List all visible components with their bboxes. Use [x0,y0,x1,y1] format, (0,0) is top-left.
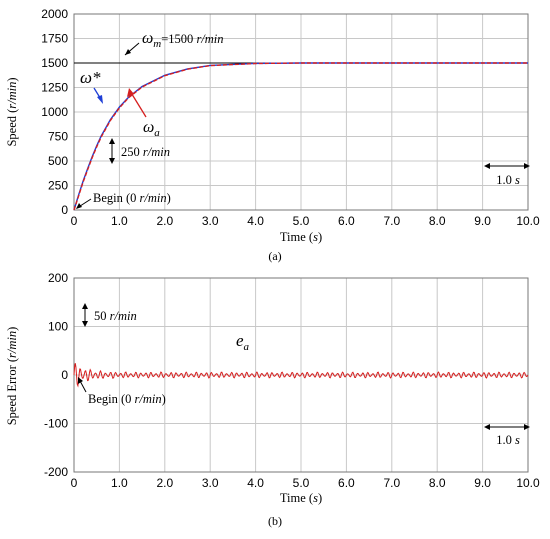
x-tick-label: 0 [71,476,78,490]
x-tick-label: 5.0 [293,476,310,490]
x-tick-label: 5.0 [293,214,310,228]
y-tick-label: 750 [48,130,68,144]
y-tick-label: 0 [61,203,68,217]
y-tick-label: 1250 [41,81,68,95]
x-tick-label: 0 [71,214,78,228]
x-tick-label: 6.0 [338,214,355,228]
y-tick-label: 1750 [41,32,68,46]
y-axis-label-b: Speed Error (r/min) [5,327,19,426]
x-tick-label: 10.0 [516,214,540,228]
speed-scale-label-a: 250 r/min [121,145,170,159]
x-tick-label: 6.0 [338,476,355,490]
y-axis-label-a: Speed (r/min) [5,77,19,146]
y-tick-labels-b: -200 -100 0 100 200 [44,271,68,479]
e-a-label: ea [236,331,250,353]
y-tick-label: 2000 [41,7,68,21]
x-tick-label: 9.0 [474,476,491,490]
chart-b: -200 -100 0 100 200 0 1.0 2.0 3.0 4.0 5.0 6.0 7.0 8.… [5,271,540,528]
x-tick-label: 3.0 [202,476,219,490]
time-scale-arrow-left-a [484,163,490,169]
x-tick-labels-b: 0 1.0 2.0 3.0 4.0 5.0 6.0 7.0 8.0 9.0 10.0 [71,476,540,490]
x-tick-label: 4.0 [247,214,264,228]
omega-m-label: ωm=1500 r/min [142,30,224,50]
omega-star-arrowhead [97,95,103,104]
begin-arrowhead-a [76,203,82,209]
omega-a-pointer [129,90,147,118]
y-tick-label: 200 [48,271,68,285]
omega-m-arrowhead [125,49,131,55]
x-axis-label-a: Time (s) [280,230,322,244]
speed-scale-arrow-down-b [82,321,88,327]
x-tick-label: 4.0 [247,476,264,490]
panel-label-b: (b) [268,514,282,528]
speed-scale-label-b: 50 r/min [94,309,137,323]
panel-label-a: (a) [268,249,281,263]
x-tick-label: 9.0 [474,214,491,228]
time-scale-arrow-right-b [524,424,530,430]
time-scale-arrow-left-b [484,424,490,430]
grid-a [73,13,529,211]
x-tick-label: 2.0 [156,214,173,228]
y-tick-label: -100 [44,417,68,431]
plot-frame-a [73,13,529,211]
time-scale-label-a: 1.0 s [496,173,520,187]
chart-a: 0 250 500 750 1000 1250 1500 1750 2000 0 1.0 2.0 3.… [5,7,540,263]
time-scale-label-b: 1.0 s [496,433,520,447]
speed-scale-arrow-up-a [109,138,115,144]
y-tick-label: 1500 [41,56,68,70]
omega-star-label: ω* [80,68,101,87]
series-a [73,62,528,211]
x-tick-label: 8.0 [429,476,446,490]
y-tick-label: 250 [48,179,68,193]
x-tick-label: 7.0 [383,214,400,228]
x-tick-label: 2.0 [156,476,173,490]
x-axis-label-b: Time (s) [280,491,322,505]
y-tick-label: 0 [61,368,68,382]
x-tick-label: 8.0 [429,214,446,228]
y-tick-label: 1000 [41,105,68,119]
speed-scale-arrow-down-a [109,158,115,164]
begin-arrowhead-b [78,377,83,384]
series-line-omega-a [73,62,528,211]
time-scale-arrow-right-a [524,163,530,169]
y-tick-label: 100 [48,320,68,334]
x-tick-label: 1.0 [111,214,128,228]
omega-a-label: ωa [143,119,160,139]
series-line-e-a [73,363,529,388]
x-tick-label: 1.0 [111,476,128,490]
x-tick-label: 7.0 [383,476,400,490]
x-tick-label: 3.0 [202,214,219,228]
y-tick-label: -200 [44,465,68,479]
series-b [73,363,529,388]
omega-a-arrowhead [127,88,134,97]
y-tick-labels-a: 0 250 500 750 1000 1250 1500 1750 2000 [41,7,68,217]
x-tick-labels-a: 0 1.0 2.0 3.0 4.0 5.0 6.0 7.0 8.0 9.0 10.0 [71,214,540,228]
speed-scale-arrow-up-b [82,303,88,309]
begin-label-b: Begin (0 r/min) [88,392,166,406]
y-tick-label: 500 [48,154,68,168]
begin-label-a: Begin (0 r/min) [93,191,171,205]
x-tick-label: 10.0 [516,476,540,490]
